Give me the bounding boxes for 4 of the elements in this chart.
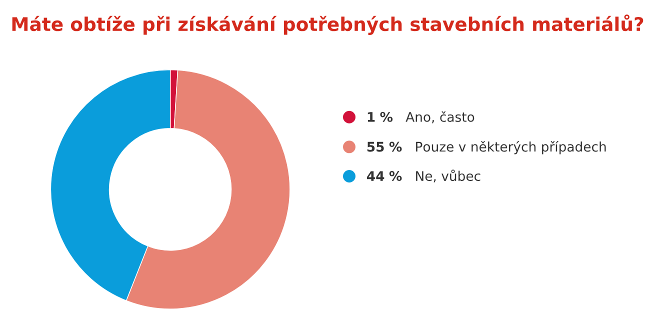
legend-label: 44 % Ne, vůbec: [366, 170, 480, 182]
legend-label: 55 % Pouze v některých případech: [367, 140, 606, 154]
legend-label: 1 % Ano, často: [368, 111, 474, 124]
chart-title: Máte obtíže při získávání potřebných stavebních materiálů?: [12, 14, 644, 35]
